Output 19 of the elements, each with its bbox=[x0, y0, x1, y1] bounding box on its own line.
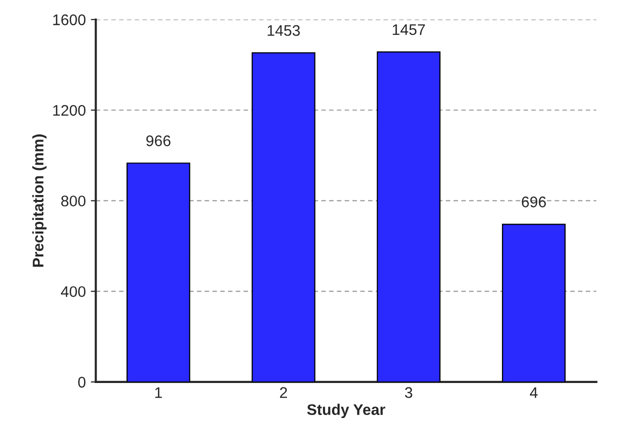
bar bbox=[126, 162, 190, 382]
y-tick-label: 1200 bbox=[53, 104, 86, 116]
x-tick-label: 2 bbox=[280, 387, 287, 398]
data-label: 1453 bbox=[268, 25, 300, 36]
bar bbox=[502, 224, 566, 382]
x-tick-label: 4 bbox=[530, 387, 538, 398]
x-tick-label: 3 bbox=[404, 387, 412, 398]
data-label: 696 bbox=[522, 196, 546, 208]
x-axis-title: Study Year bbox=[307, 404, 386, 418]
y-tick-label: 1600 bbox=[53, 14, 86, 26]
bar bbox=[252, 52, 316, 382]
y-tick-label: 400 bbox=[60, 286, 86, 298]
y-axis-title: Precipitation (mm) bbox=[32, 134, 47, 267]
data-label: 966 bbox=[146, 135, 170, 146]
y-tick-label: 0 bbox=[78, 376, 86, 388]
data-label: 1457 bbox=[392, 24, 425, 36]
bar bbox=[376, 51, 440, 382]
x-tick-label: 1 bbox=[155, 387, 162, 398]
y-tick-label: 800 bbox=[61, 196, 86, 206]
